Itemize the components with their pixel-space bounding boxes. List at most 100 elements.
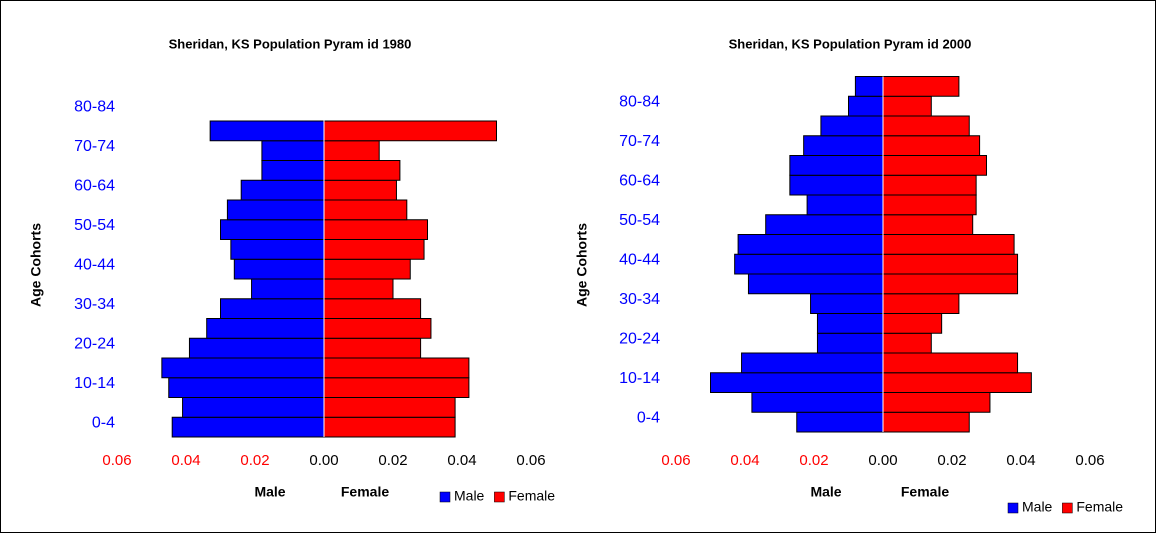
bar: [810, 293, 884, 314]
bar: [323, 219, 428, 240]
y-tick-label: 40-44: [619, 251, 660, 268]
bar: [323, 199, 408, 221]
bar: [188, 337, 325, 359]
bar: [233, 258, 325, 280]
bar: [206, 318, 325, 339]
x-tick-label: 0.04: [730, 452, 759, 469]
y-tick-label: 80-84: [74, 98, 115, 115]
bar: [882, 135, 981, 156]
y-tick-label: 0-4: [637, 409, 660, 426]
legend-label: Male: [454, 488, 485, 504]
x-tick-label: 0.06: [102, 452, 131, 469]
bar: [882, 392, 991, 413]
legend-swatch: [1007, 502, 1019, 514]
x-tick-label: 0.06: [516, 452, 545, 469]
bar: [816, 313, 884, 334]
bar: [323, 337, 422, 359]
bar: [882, 115, 970, 137]
y-tick-label: 0-4: [92, 414, 115, 431]
bar: [882, 313, 943, 334]
x-tick-label: 0.02: [799, 452, 828, 469]
bar: [161, 357, 325, 379]
bar: [323, 397, 456, 418]
chart-title: Sheridan, KS Population Pyram id 2000: [729, 36, 972, 51]
bar: [848, 95, 884, 117]
y-tick-label: 30-34: [74, 296, 115, 313]
x-tick-label: 0.06: [1075, 452, 1104, 469]
x-tick-label: 0.04: [171, 452, 200, 469]
bar: [882, 95, 932, 117]
bar: [323, 377, 470, 398]
y-tick-label: 30-34: [619, 291, 660, 308]
y-tick-label: 70-74: [74, 138, 115, 155]
bar: [882, 194, 977, 216]
y-tick-label: 20-24: [74, 335, 115, 352]
bar: [882, 253, 1019, 275]
bar: [230, 239, 325, 260]
bar: [171, 416, 325, 438]
bar: [882, 155, 987, 176]
x-tick-label: 0.02: [240, 452, 269, 469]
y-tick-label: 80-84: [619, 93, 660, 110]
x-axis-label-left: Male: [810, 484, 841, 500]
bar: [734, 253, 884, 275]
y-tick-label: 60-64: [74, 177, 115, 194]
bar: [747, 273, 884, 295]
y-axis-label: Age Cohorts: [574, 223, 590, 307]
y-tick-label: 70-74: [619, 133, 660, 150]
bar: [789, 155, 884, 176]
chart-title: Sheridan, KS Population Pyram id 1980: [169, 36, 412, 51]
y-tick-label: 60-64: [619, 172, 660, 189]
bar: [796, 411, 884, 433]
bar: [882, 372, 1032, 393]
x-tick-label: 0.02: [378, 452, 407, 469]
bar: [710, 372, 884, 393]
y-tick-label: 10-14: [619, 370, 660, 387]
bar: [323, 120, 497, 142]
bar: [803, 135, 884, 156]
bar: [882, 273, 1019, 295]
x-tick-label: 0.06: [661, 452, 690, 469]
bar: [323, 318, 432, 339]
bar: [882, 234, 1015, 255]
bar: [226, 199, 325, 221]
y-tick-label: 10-14: [74, 375, 115, 392]
bar: [882, 76, 960, 97]
bar: [741, 352, 884, 374]
bar: [765, 214, 884, 235]
bar: [806, 194, 884, 216]
x-tick-label: 0.00: [868, 452, 897, 469]
legend-swatch: [1062, 502, 1073, 514]
bar: [882, 214, 974, 235]
bar: [882, 332, 932, 354]
bar: [816, 332, 884, 354]
legend-label: Female: [1076, 499, 1123, 515]
bar: [323, 239, 425, 260]
legend-label: Male: [1022, 499, 1053, 515]
x-tick-label: 0.02: [937, 452, 966, 469]
bar: [168, 377, 325, 398]
bar: [323, 278, 394, 300]
bar: [261, 140, 325, 161]
y-tick-label: 50-54: [74, 217, 115, 234]
bar: [220, 298, 325, 319]
bar: [209, 120, 325, 142]
bar: [251, 278, 325, 300]
x-axis-label-right: Female: [901, 484, 949, 500]
y-tick-label: 40-44: [74, 256, 115, 273]
legend-label: Female: [508, 488, 555, 504]
bar: [323, 258, 411, 280]
legend-swatch: [439, 491, 451, 503]
x-tick-label: 0.00: [309, 452, 338, 469]
bar: [220, 219, 325, 240]
bar: [751, 392, 884, 413]
bar: [854, 76, 884, 97]
bar: [323, 298, 422, 319]
bar: [737, 234, 884, 255]
bar: [789, 174, 884, 196]
y-axis-label: Age Cohorts: [28, 223, 44, 307]
x-tick-label: 0.04: [447, 452, 476, 469]
bar: [261, 160, 325, 181]
bar: [182, 397, 325, 418]
